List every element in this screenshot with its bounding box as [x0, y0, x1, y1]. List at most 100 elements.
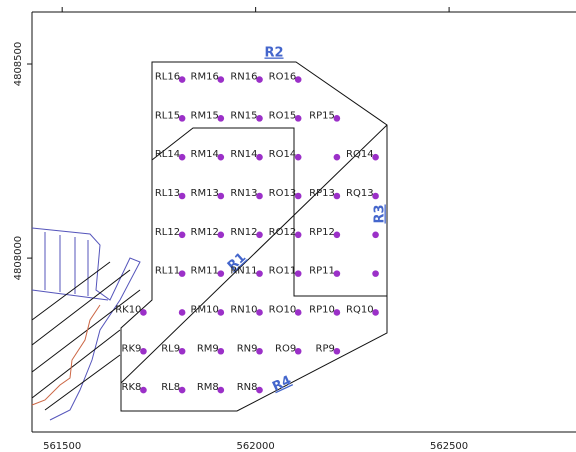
point-label: RM16 — [191, 72, 219, 83]
point-label: RQ10 — [346, 304, 374, 315]
point-label: RN16 — [230, 72, 257, 83]
y-tick-label: 4808000 — [13, 236, 24, 281]
point-label: RL16 — [155, 72, 180, 83]
region-label: R3 — [373, 204, 388, 223]
point-label: RO14 — [269, 149, 297, 160]
sample-point — [256, 309, 263, 316]
sample-point — [333, 347, 341, 355]
sample-point — [217, 309, 225, 316]
sample-point — [333, 115, 341, 122]
point-label: RN11 — [230, 266, 257, 277]
point-label: RL14 — [155, 149, 180, 160]
sample-point — [140, 386, 147, 394]
sample-point — [294, 231, 302, 239]
point-label: RM15 — [191, 110, 219, 121]
x-tick-label: 562500 — [430, 441, 468, 452]
inner-boundary — [151, 127, 387, 297]
point-label: RO9 — [275, 343, 296, 354]
sample-point — [217, 231, 225, 239]
point-label: RQ14 — [346, 149, 374, 160]
sample-point — [294, 270, 302, 277]
point-label: RM9 — [197, 343, 219, 354]
point-label: RQ13 — [346, 188, 374, 199]
sample-point — [333, 270, 341, 277]
point-label: RN12 — [230, 227, 257, 238]
sample-point — [217, 153, 225, 161]
point-label: RL12 — [155, 227, 180, 238]
point-label: RL8 — [161, 382, 180, 393]
diagonal-boundary — [120, 124, 388, 384]
sample-point — [256, 115, 263, 122]
point-label: RO15 — [269, 110, 297, 121]
sample-point — [178, 270, 186, 277]
sample-point — [294, 347, 302, 355]
building-lines — [31, 232, 109, 301]
region-label: R4 — [270, 373, 294, 395]
sample-point — [294, 115, 302, 122]
sample-point — [294, 192, 302, 200]
point-label: RP10 — [309, 304, 335, 315]
point-label: RP11 — [309, 266, 335, 277]
sample-point — [333, 153, 341, 161]
sample-point — [256, 386, 263, 394]
point-label: RM10 — [191, 304, 219, 315]
point-label: RL13 — [155, 188, 180, 199]
point-label: RM11 — [191, 266, 219, 277]
sample-point — [217, 192, 225, 200]
sample-point — [217, 386, 225, 394]
point-label: RK9 — [122, 343, 142, 354]
point-label: RN13 — [230, 188, 257, 199]
region-label: R2 — [264, 46, 283, 61]
sample-point — [333, 192, 341, 200]
sample-point — [256, 347, 263, 355]
point-label: RO11 — [269, 266, 297, 277]
hatching — [31, 261, 141, 411]
sample-point — [372, 153, 379, 161]
sample-point — [178, 153, 186, 161]
x-tick-label: 562000 — [237, 441, 275, 452]
point-label: RP13 — [309, 188, 335, 199]
sample-point — [333, 231, 341, 239]
outer-boundary — [120, 61, 388, 412]
point-label: RO13 — [269, 188, 297, 199]
point-label: RN9 — [237, 343, 258, 354]
point-label: RM8 — [197, 382, 219, 393]
point-label: RN10 — [230, 304, 257, 315]
point-label: RL9 — [161, 343, 180, 354]
region-boundaries — [120, 61, 388, 412]
background-features — [31, 227, 141, 421]
y-tick-label: 4808500 — [13, 42, 24, 87]
sample-point — [178, 231, 186, 239]
sample-point — [140, 309, 147, 316]
sample-point — [178, 115, 186, 122]
sample-point — [256, 270, 263, 277]
sample-point — [372, 231, 379, 239]
point-label: RK8 — [122, 382, 142, 393]
map-frame — [31, 11, 576, 433]
sample-point — [294, 153, 302, 161]
point-label: RP15 — [309, 110, 335, 121]
point-label: RO10 — [269, 304, 297, 315]
sample-point — [372, 270, 379, 277]
point-label: RO16 — [269, 72, 297, 83]
sample-point — [256, 192, 263, 200]
sample-point — [256, 76, 263, 83]
sample-point — [140, 347, 147, 355]
sample-point — [178, 309, 186, 316]
sample-point — [217, 270, 225, 277]
point-label: RM12 — [191, 227, 219, 238]
sample-point — [217, 76, 225, 83]
point-label: RL15 — [155, 110, 180, 121]
sample-point — [178, 192, 186, 200]
point-label: RN15 — [230, 110, 257, 121]
point-label: RP9 — [316, 343, 335, 354]
x-tick-label: 561500 — [43, 441, 81, 452]
sample-point — [217, 347, 225, 355]
sample-point — [294, 76, 302, 83]
sample-point — [178, 76, 186, 83]
sample-point — [217, 115, 225, 122]
point-label: RN14 — [230, 149, 257, 160]
point-label: RN8 — [237, 382, 258, 393]
